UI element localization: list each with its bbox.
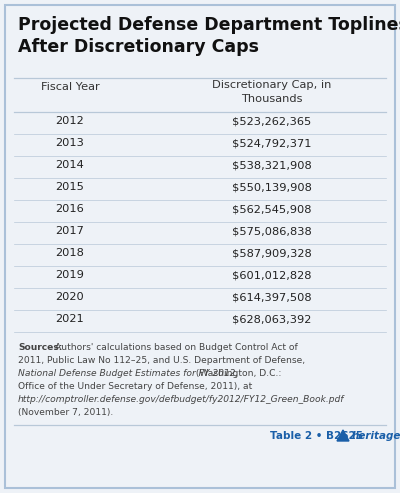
Text: $614,397,508: $614,397,508 (232, 292, 312, 302)
Text: National Defense Budget Estimates for FY 2012,: National Defense Budget Estimates for FY… (18, 369, 238, 378)
Text: 2016: 2016 (56, 204, 84, 214)
Text: (Washington, D.C.:: (Washington, D.C.: (193, 369, 281, 378)
Text: Discretionary Cap, in: Discretionary Cap, in (212, 80, 332, 90)
Text: 2011, Public Law No 112–25, and U.S. Department of Defense,: 2011, Public Law No 112–25, and U.S. Dep… (18, 356, 305, 365)
Text: 2020: 2020 (56, 292, 84, 302)
Text: Thousands: Thousands (241, 94, 303, 104)
Text: Projected Defense Department Toplines: Projected Defense Department Toplines (18, 16, 400, 34)
Text: 2017: 2017 (56, 226, 84, 236)
Text: (November 7, 2011).: (November 7, 2011). (18, 408, 113, 417)
Text: Table 2 • B2625: Table 2 • B2625 (270, 431, 363, 441)
Text: $587,909,328: $587,909,328 (232, 248, 312, 258)
Text: 2012: 2012 (56, 116, 84, 126)
Text: After Discretionary Caps: After Discretionary Caps (18, 38, 259, 56)
Polygon shape (337, 430, 349, 441)
Text: 2021: 2021 (56, 314, 84, 324)
Text: Sources:: Sources: (18, 343, 62, 352)
Text: $550,139,908: $550,139,908 (232, 182, 312, 192)
Text: $524,792,371: $524,792,371 (232, 138, 312, 148)
Text: 2014: 2014 (56, 160, 84, 170)
Text: heritage.org: heritage.org (352, 431, 400, 441)
Text: $601,012,828: $601,012,828 (232, 270, 312, 280)
Text: $538,321,908: $538,321,908 (232, 160, 312, 170)
Text: Authors' calculations based on Budget Control Act of: Authors' calculations based on Budget Co… (55, 343, 298, 352)
Text: 2018: 2018 (56, 248, 84, 258)
Text: Office of the Under Secretary of Defense, 2011), at: Office of the Under Secretary of Defense… (18, 382, 252, 391)
Text: $575,086,838: $575,086,838 (232, 226, 312, 236)
Text: Fiscal Year: Fiscal Year (41, 82, 99, 92)
Text: 2019: 2019 (56, 270, 84, 280)
Text: $628,063,392: $628,063,392 (232, 314, 312, 324)
Text: 2013: 2013 (56, 138, 84, 148)
Text: $523,262,365: $523,262,365 (232, 116, 312, 126)
Text: 2015: 2015 (56, 182, 84, 192)
Text: http://comptroller.defense.gov/defbudget/fy2012/FY12_Green_Book.pdf: http://comptroller.defense.gov/defbudget… (18, 395, 344, 404)
Text: $562,545,908: $562,545,908 (232, 204, 312, 214)
